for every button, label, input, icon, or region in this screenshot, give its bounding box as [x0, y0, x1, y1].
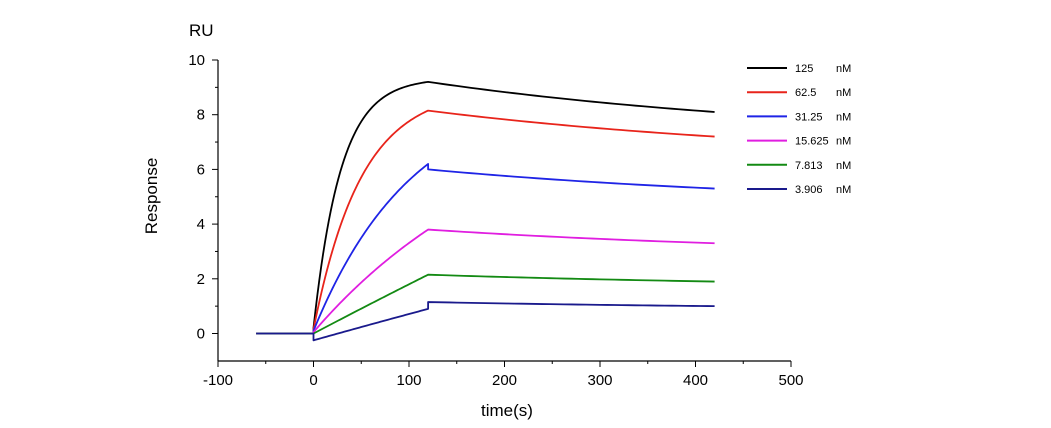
legend-label: 125: [795, 63, 813, 75]
legend-unit: nM: [836, 184, 851, 196]
x-tick-label: 300: [587, 372, 612, 389]
series-line-3_906: [256, 301, 715, 342]
series-line-125: [256, 80, 715, 335]
legend-label: 3.906: [795, 184, 823, 196]
legend-unit: nM: [836, 136, 851, 148]
x-tick-label: 0: [309, 372, 317, 389]
legend-unit: nM: [836, 63, 851, 75]
legend: 125 nM 62.5 nM 31.25 nM 15.625 nM 7.813 nM 3.906 nM: [747, 63, 851, 196]
y-tick-label: 2: [197, 271, 205, 288]
series-line-15_625: [256, 228, 715, 335]
x-tick-label: 400: [683, 372, 708, 389]
x-axis-title: time(s): [481, 401, 533, 420]
y-tick-label: 4: [197, 216, 205, 233]
x-tick-label: -100: [203, 372, 233, 389]
y-unit-label: RU: [189, 21, 214, 40]
y-tick-label: 10: [188, 52, 205, 69]
y-tick-label: 6: [197, 161, 205, 178]
series-layer: [256, 80, 715, 342]
series-line-62_5: [256, 109, 715, 335]
axes: [217, 60, 791, 362]
y-axis-ticks: 0 2 4 6 8 10: [188, 52, 218, 343]
x-tick-label: 100: [396, 372, 421, 389]
series-line-31_25: [256, 163, 715, 335]
legend-label: 31.25: [795, 111, 823, 123]
legend-label: 15.625: [795, 136, 829, 148]
y-axis-title: Response: [142, 158, 161, 235]
x-tick-label: 200: [492, 372, 517, 389]
x-tick-label: 500: [778, 372, 803, 389]
series-line-7_813: [256, 273, 715, 335]
x-axis-ticks: -100 0 100 200 300 400 500: [203, 361, 804, 389]
legend-unit: nM: [836, 111, 851, 123]
legend-unit: nM: [836, 87, 851, 99]
legend-label: 62.5: [795, 87, 816, 99]
y-tick-label: 0: [197, 326, 205, 343]
legend-label: 7.813: [795, 160, 823, 172]
legend-unit: nM: [836, 160, 851, 172]
y-tick-label: 8: [197, 107, 205, 124]
